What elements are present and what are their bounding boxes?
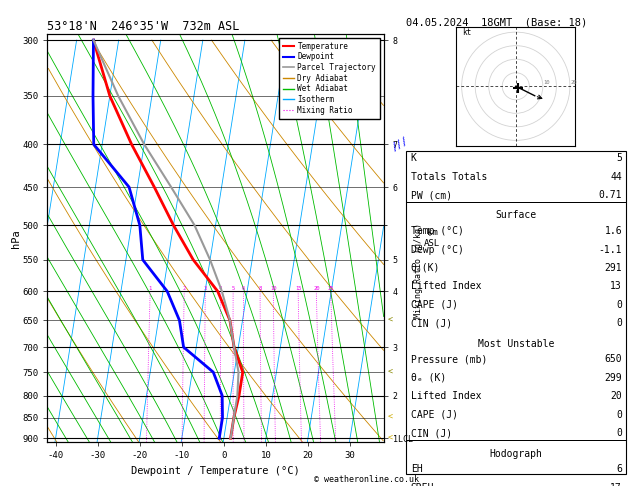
Text: <: <: [388, 434, 393, 443]
Text: kt: kt: [462, 28, 471, 37]
Text: <: <: [388, 368, 393, 377]
Text: Pressure (mb): Pressure (mb): [411, 354, 487, 364]
Text: K: K: [411, 153, 416, 163]
Text: SREH: SREH: [411, 483, 434, 486]
Text: 10: 10: [270, 286, 277, 291]
Text: 13: 13: [610, 281, 622, 292]
Y-axis label: hPa: hPa: [11, 229, 21, 247]
X-axis label: Dewpoint / Temperature (°C): Dewpoint / Temperature (°C): [131, 466, 300, 476]
Text: 6: 6: [616, 464, 622, 474]
Text: Lifted Index: Lifted Index: [411, 281, 481, 292]
Text: EH: EH: [411, 464, 423, 474]
Text: Hodograph: Hodograph: [489, 449, 542, 459]
Text: 0: 0: [616, 428, 622, 438]
Text: 20: 20: [571, 80, 577, 85]
Text: Surface: Surface: [495, 210, 537, 220]
Text: CAPE (J): CAPE (J): [411, 300, 458, 310]
Text: 291: 291: [604, 263, 622, 273]
Text: 04.05.2024  18GMT  (Base: 18): 04.05.2024 18GMT (Base: 18): [406, 17, 587, 27]
Text: 15: 15: [295, 286, 301, 291]
Text: 6: 6: [242, 286, 245, 291]
Text: 8: 8: [259, 286, 262, 291]
Text: 1: 1: [148, 286, 152, 291]
Text: Mixing Ratio (g/kg): Mixing Ratio (g/kg): [414, 223, 423, 318]
Text: 53°18'N  246°35'W  732m ASL: 53°18'N 246°35'W 732m ASL: [47, 20, 240, 33]
Text: 17: 17: [610, 483, 622, 486]
Text: Totals Totals: Totals Totals: [411, 172, 487, 182]
Text: <: <: [388, 413, 393, 422]
Text: Dewp (°C): Dewp (°C): [411, 244, 464, 255]
Text: 2: 2: [182, 286, 186, 291]
Text: 25: 25: [328, 286, 334, 291]
Text: 5: 5: [616, 153, 622, 163]
Text: 0: 0: [616, 410, 622, 420]
Text: θₑ (K): θₑ (K): [411, 373, 446, 383]
Text: 299: 299: [604, 373, 622, 383]
Text: 44: 44: [610, 172, 622, 182]
Text: 0: 0: [616, 300, 622, 310]
Text: CIN (J): CIN (J): [411, 428, 452, 438]
Text: CAPE (J): CAPE (J): [411, 410, 458, 420]
Text: θₑ(K): θₑ(K): [411, 263, 440, 273]
Y-axis label: km
ASL: km ASL: [424, 228, 440, 248]
Text: 4: 4: [219, 286, 223, 291]
Text: CIN (J): CIN (J): [411, 318, 452, 329]
Text: 10: 10: [543, 80, 550, 85]
Text: ///: ///: [390, 136, 410, 153]
Text: © weatheronline.co.uk: © weatheronline.co.uk: [314, 474, 420, 484]
Text: PW (cm): PW (cm): [411, 190, 452, 200]
Text: 0.71: 0.71: [599, 190, 622, 200]
Text: 0: 0: [616, 318, 622, 329]
Text: 20: 20: [610, 391, 622, 401]
Text: 3: 3: [204, 286, 207, 291]
Text: Most Unstable: Most Unstable: [477, 339, 554, 348]
Text: <: <: [388, 316, 393, 325]
Text: 650: 650: [604, 354, 622, 364]
Legend: Temperature, Dewpoint, Parcel Trajectory, Dry Adiabat, Wet Adiabat, Isotherm, Mi: Temperature, Dewpoint, Parcel Trajectory…: [279, 38, 380, 119]
Text: 5: 5: [231, 286, 235, 291]
Text: 20: 20: [313, 286, 320, 291]
Text: Temp (°C): Temp (°C): [411, 226, 464, 236]
Text: 1.6: 1.6: [604, 226, 622, 236]
Text: Lifted Index: Lifted Index: [411, 391, 481, 401]
Text: -1.1: -1.1: [599, 244, 622, 255]
